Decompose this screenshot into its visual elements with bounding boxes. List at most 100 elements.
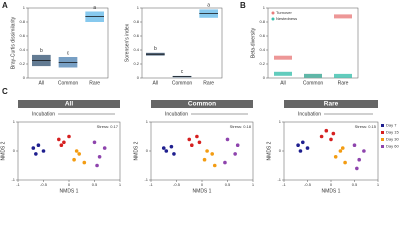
legend-label: Day 7: [386, 123, 397, 128]
x-tick-label: All: [280, 80, 286, 86]
y-axis-label: Sorensen's index: [124, 23, 130, 62]
point: [301, 140, 305, 145]
point: [205, 149, 209, 153]
x-axis-label: NMDS 1: [193, 188, 212, 194]
x-tick-label: 0: [330, 182, 333, 187]
chart-title: Rare: [324, 101, 339, 108]
plot-frame: [267, 7, 359, 79]
annotation: c: [181, 69, 184, 75]
x-tick-label: All: [39, 80, 45, 86]
point: [352, 143, 357, 147]
y-tick-label: 0.2: [133, 61, 139, 66]
x-tick-label: -1: [16, 182, 20, 187]
y-tick-label: 0: [263, 75, 266, 80]
x-tick-label: 0: [201, 182, 204, 187]
point: [357, 157, 362, 162]
x-tick-label: 0: [68, 182, 71, 187]
x-tick-label: 0.5: [225, 182, 231, 187]
point: [187, 137, 192, 142]
point: [331, 131, 336, 136]
stress: Stress: 0.15: [355, 124, 377, 129]
dot-cluster: [304, 73, 322, 78]
y-tick-label: 0.8: [259, 19, 265, 24]
y-tick-label: -1: [11, 177, 15, 182]
point: [74, 149, 79, 153]
legend-label: Day 30: [386, 137, 399, 142]
panel-label: B: [240, 1, 246, 10]
legend-label: Day 60: [386, 144, 399, 149]
dot-cluster: [334, 73, 352, 78]
chart-title: Common: [188, 101, 216, 108]
point: [298, 149, 303, 153]
annotation: a: [93, 5, 96, 11]
point: [319, 134, 324, 139]
y-tick-label: 1: [13, 119, 16, 124]
x-tick-label: -1: [149, 182, 153, 187]
point: [212, 163, 217, 168]
point: [57, 137, 61, 142]
y-tick-label: 0.6: [259, 33, 265, 38]
legend-label: Day 15: [386, 130, 399, 135]
point: [225, 137, 230, 142]
dot-cluster: [274, 55, 292, 60]
dot-cluster: [274, 71, 292, 76]
legend-swatch: [381, 131, 384, 134]
y-tick-label: 1: [263, 5, 266, 10]
figure: A 0 0.2 0.4 0.6 0.8 1 Bray-Curtis dissimilarity…: [0, 1, 399, 194]
legend-swatch: [271, 11, 275, 15]
point: [296, 143, 300, 147]
panel-label: C: [2, 87, 8, 96]
y-tick-label: 1: [279, 119, 282, 124]
x-axis-label: NMDS 1: [322, 188, 341, 194]
y-tick-label: 0.4: [133, 47, 139, 52]
y-axis-label: NMDS 2: [0, 141, 6, 160]
legend-label: Nestedness: [276, 16, 297, 21]
point: [235, 143, 240, 147]
y-tick-label: 0: [146, 148, 149, 153]
x-tick-label: 0.5: [92, 182, 98, 187]
point: [305, 146, 310, 150]
y-tick-label: 1: [137, 5, 140, 10]
x-tick-label: 1: [119, 182, 122, 187]
x-tick-label: -0.5: [173, 182, 181, 187]
stress: Stress: 0.17: [97, 124, 119, 129]
x-tick-label: -0.5: [40, 182, 48, 187]
point: [31, 146, 36, 150]
stress: Stress: 0.18: [230, 124, 252, 129]
point: [210, 152, 214, 156]
arrow-label: Incubation: [298, 111, 321, 117]
y-tick-label: 0: [13, 148, 16, 153]
x-tick-label: Common: [58, 80, 79, 86]
point: [169, 144, 174, 149]
point: [62, 140, 66, 145]
dot-cluster: [334, 14, 352, 19]
x-tick-label: Common: [172, 80, 193, 86]
point: [333, 155, 338, 159]
point: [195, 134, 199, 139]
annotation: a: [207, 3, 210, 9]
point: [343, 160, 347, 165]
point: [36, 143, 41, 147]
legend-swatch: [381, 124, 384, 127]
point: [202, 157, 207, 162]
legend-swatch: [381, 138, 384, 141]
point: [92, 140, 97, 145]
y-axis-label: Beta-diversity: [250, 27, 256, 58]
title-bar: [284, 100, 378, 108]
y-axis-label: Bray-Curtis dissimilarity: [10, 16, 16, 69]
point: [59, 143, 64, 147]
plot-frame: [27, 7, 109, 79]
arrow-label: Incubation: [32, 111, 55, 117]
chart-title: All: [65, 101, 74, 108]
plot-frame: [17, 121, 121, 181]
x-tick-label: -1: [282, 182, 286, 187]
point: [164, 149, 169, 153]
point: [190, 143, 194, 147]
y-tick-label: -1: [144, 177, 148, 182]
y-tick-label: 0.6: [19, 33, 25, 38]
y-tick-label: 0: [279, 148, 282, 153]
plot-frame: [141, 7, 223, 79]
y-tick-label: 0: [23, 75, 26, 80]
x-tick-label: Common: [303, 80, 324, 86]
x-tick-label: 1: [252, 182, 255, 187]
